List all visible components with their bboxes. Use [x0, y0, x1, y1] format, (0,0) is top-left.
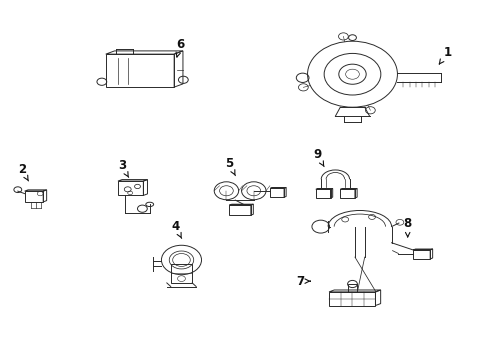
Text: 8: 8 [404, 217, 412, 237]
Text: 1: 1 [439, 46, 452, 64]
Text: 2: 2 [18, 163, 28, 181]
Text: 3: 3 [118, 159, 129, 177]
Text: 5: 5 [225, 157, 235, 176]
Bar [347, 284, 357, 292]
Text: 6: 6 [176, 38, 185, 57]
Bar [171, 264, 192, 283]
Text: 7: 7 [296, 275, 310, 288]
Text: 4: 4 [172, 220, 182, 238]
Text: 9: 9 [313, 148, 324, 167]
